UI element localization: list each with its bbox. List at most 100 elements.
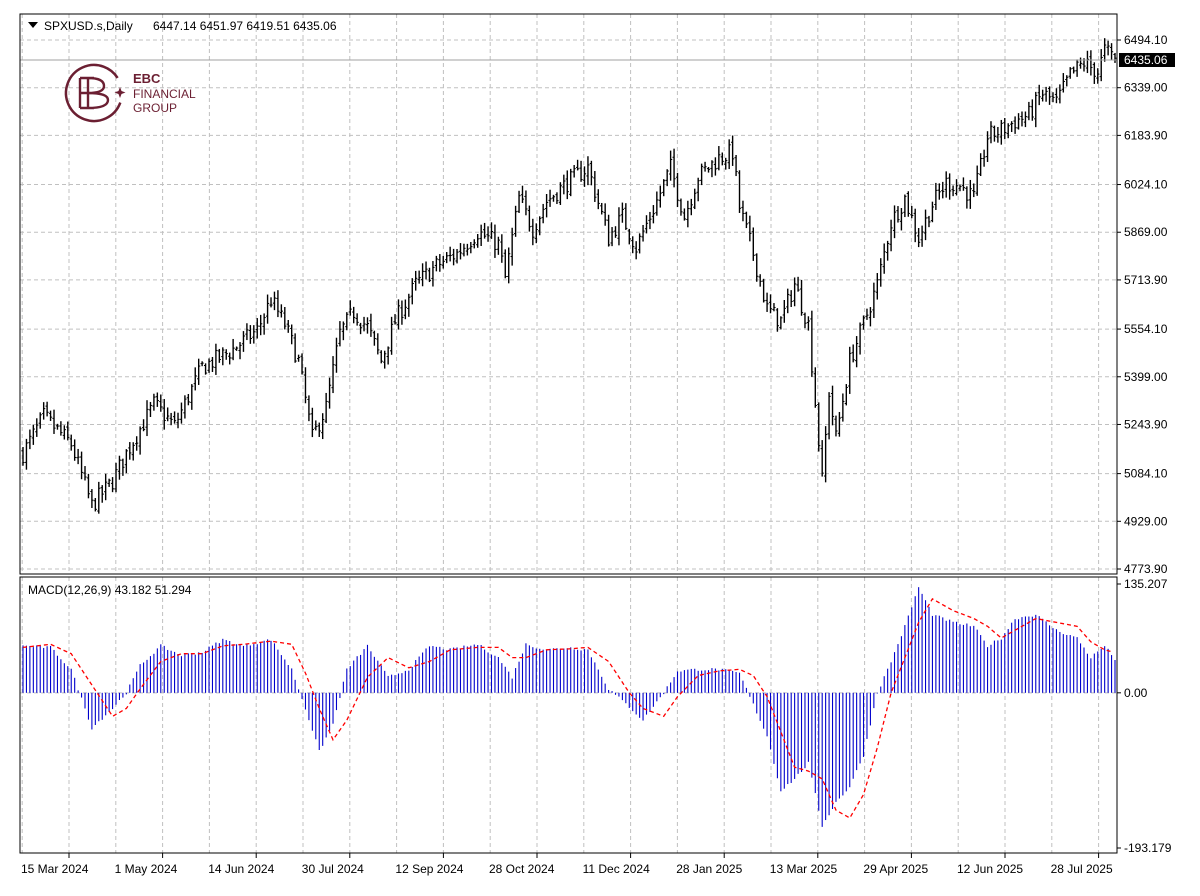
ohlc-bar: [327, 377, 332, 409]
ohlc-bar: [279, 304, 283, 318]
time-tick-label: 15 Mar 2024: [21, 862, 89, 876]
ohlc-bar: [954, 179, 959, 196]
ohlc-bar: [1027, 101, 1031, 121]
ohlc-bar: [445, 252, 449, 264]
ohlc-bar: [186, 393, 190, 406]
ohlc-bar: [493, 224, 497, 258]
ohlc-bar: [121, 458, 125, 476]
ohlc-bar: [259, 314, 263, 336]
ohlc-bar: [892, 205, 897, 239]
macd-tick-label: 135.207: [1124, 577, 1168, 591]
ohlc-bar: [948, 173, 952, 200]
ohlc-bar: [841, 393, 845, 422]
ohlc-bar: [851, 344, 855, 363]
ohlc-bar: [403, 299, 407, 320]
ohlc-bar: [55, 423, 60, 430]
ohlc-bar: [641, 224, 645, 242]
ohlc-bar: [338, 321, 342, 347]
ohlc-bar: [617, 207, 621, 246]
ohlc-bar: [438, 254, 442, 272]
ohlc-bar: [79, 451, 84, 480]
ohlc-bar: [1058, 84, 1062, 104]
ohlc-bar: [737, 170, 742, 213]
ohlc-bar: [524, 190, 528, 216]
ohlc-bar: [334, 337, 339, 373]
ohlc-bar: [975, 165, 979, 196]
ohlc-bar: [379, 350, 383, 364]
ohlc-bar: [110, 477, 115, 493]
ohlc-bar: [1010, 121, 1014, 133]
macd-label: MACD(12,26,9) 43.182 51.294: [28, 583, 192, 597]
symbol-title[interactable]: SPXUSD.s,Daily: [44, 19, 133, 33]
ohlc-bar: [483, 222, 487, 239]
ohlc-bar: [1109, 43, 1114, 60]
ohlc-bar: [48, 410, 53, 421]
ohlc-bar: [772, 303, 776, 312]
ohlc-bar: [1085, 50, 1090, 74]
ohlc-bar: [451, 248, 456, 266]
ohlc-bar: [455, 248, 459, 264]
price-tick-label: 5713.90: [1124, 273, 1168, 287]
ohlc-bar: [579, 160, 583, 182]
ohlc-bar: [799, 279, 804, 316]
macd-signal-line: [22, 598, 1112, 819]
ohlc-bar: [317, 422, 321, 437]
ohlc-bar: [265, 294, 270, 324]
ohlc-bar: [703, 161, 707, 172]
ohlc-bar: [586, 156, 590, 186]
ohlc-bar: [296, 354, 301, 362]
ohlc-bar: [193, 367, 197, 391]
ohlc-bar: [117, 455, 122, 480]
ohlc-bar: [510, 227, 514, 266]
ohlc-bar: [324, 392, 328, 424]
ohlc-bar: [210, 356, 215, 373]
ohlc-bar: [400, 300, 404, 325]
ohlc-bar: [427, 267, 432, 283]
ohlc-bar: [603, 203, 607, 226]
ohlc-bar: [968, 179, 972, 209]
ohlc-bar: [269, 297, 273, 308]
ohlc-bar: [744, 211, 749, 229]
ohlc-bar: [782, 299, 786, 323]
ohlc-bar: [272, 291, 277, 311]
ohlc-bar: [693, 188, 697, 210]
ohlc-bar: [1054, 88, 1059, 104]
time-tick-label: 28 Oct 2024: [489, 862, 555, 876]
ohlc-bar: [555, 192, 559, 205]
macd-grid: [20, 577, 1117, 853]
ohlc-bar: [365, 317, 370, 334]
ohlc-bar: [965, 186, 969, 209]
ohlc-bar: [817, 402, 821, 452]
ohlc-bar: [582, 166, 587, 187]
ohlc-bar: [207, 358, 211, 373]
ohlc-bar: [562, 174, 566, 195]
ohlc-bar: [135, 436, 139, 451]
ohlc-bar: [982, 149, 986, 167]
ohlc-bar: [923, 209, 928, 241]
logo-line-2: FINANCIAL: [133, 87, 196, 101]
ohlc-bar: [38, 412, 42, 429]
ohlc-bar: [21, 446, 25, 466]
ohlc-bar: [620, 202, 624, 223]
ohlc-bar: [613, 226, 618, 238]
ohlc-bar: [837, 412, 842, 437]
time-axis: 15 Mar 2024 1 May 2024 14 Jun 2024 30 Jul 2…: [21, 853, 1113, 876]
ohlc-bar: [1041, 89, 1045, 102]
ohlc-bar: [1016, 113, 1021, 130]
time-tick-label: 13 Mar 2025: [770, 862, 838, 876]
current-price-tag-bg: [1119, 53, 1175, 67]
ohlc-bar: [238, 342, 242, 360]
logo-circle-icon: [64, 63, 124, 123]
price-tick-label: 5554.10: [1124, 322, 1168, 336]
ohlc-bar: [417, 270, 421, 284]
ohlc-bar: [376, 333, 380, 355]
ohlc-bar: [827, 392, 831, 440]
ohlc-bar: [345, 312, 349, 331]
ohlc-bar: [262, 313, 266, 335]
symbol-dropdown-icon[interactable]: [28, 22, 38, 28]
ohlc-bar: [672, 148, 676, 188]
ohlc-bar: [62, 425, 66, 440]
ohlc-bar: [755, 253, 759, 282]
ohlc-bar: [696, 177, 700, 202]
ohlc-bar: [569, 168, 573, 197]
